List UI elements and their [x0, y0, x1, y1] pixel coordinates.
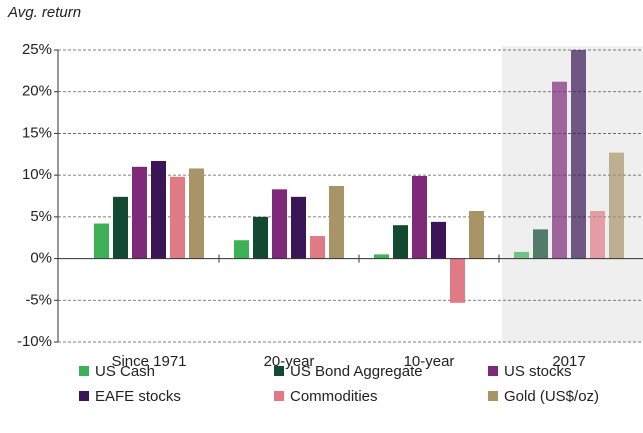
bar: [571, 50, 586, 259]
bar: [272, 189, 287, 259]
bar: [431, 221, 446, 259]
bar: [113, 196, 128, 259]
bar: [514, 251, 529, 259]
bar: [609, 152, 624, 259]
legend-swatch: [274, 391, 284, 401]
bar: [393, 225, 408, 259]
legend-swatch: [488, 366, 498, 376]
bar: [374, 254, 389, 259]
legend-label: US Cash: [95, 363, 155, 380]
bar: [151, 160, 166, 259]
x-tick-label: 10-year: [404, 353, 455, 370]
bar: [450, 258, 465, 303]
y-tick-label: -10%: [17, 333, 52, 350]
y-tick-label: -5%: [25, 291, 52, 308]
bar: [170, 176, 185, 259]
bar: [310, 236, 325, 259]
legend-label: US Bond Aggregate: [290, 363, 423, 380]
bar: [469, 211, 484, 259]
bar: [590, 211, 605, 259]
y-tick-label: 0%: [30, 250, 52, 267]
y-tick-label: 25%: [22, 41, 52, 58]
y-tick-label: 15%: [22, 124, 52, 141]
y-tick-label: 20%: [22, 83, 52, 100]
bar: [412, 175, 427, 259]
bar: [189, 168, 204, 259]
legend-label: Gold (US$/oz): [504, 388, 599, 405]
x-tick-label: 20-year: [264, 353, 315, 370]
legend-label: EAFE stocks: [95, 388, 181, 405]
legend-swatch: [79, 391, 89, 401]
legend-swatch: [79, 366, 89, 376]
bar: [533, 229, 548, 259]
legend-swatch: [488, 391, 498, 401]
bar: [253, 216, 268, 259]
bar: [234, 240, 249, 259]
bar: [291, 196, 306, 259]
bar: [552, 81, 567, 259]
legend-label: US stocks: [504, 363, 572, 380]
legend-swatch: [274, 366, 284, 376]
bar: [329, 185, 344, 259]
y-axis-label: Avg. return: [7, 4, 81, 21]
bar: [94, 223, 109, 259]
x-tick-label: 2017: [552, 353, 585, 370]
y-tick-label: 10%: [22, 166, 52, 183]
y-tick-label: 5%: [30, 208, 52, 225]
x-tick-label: Since 1971: [111, 353, 186, 370]
legend-label: Commodities: [290, 388, 378, 405]
bar: [132, 166, 147, 259]
